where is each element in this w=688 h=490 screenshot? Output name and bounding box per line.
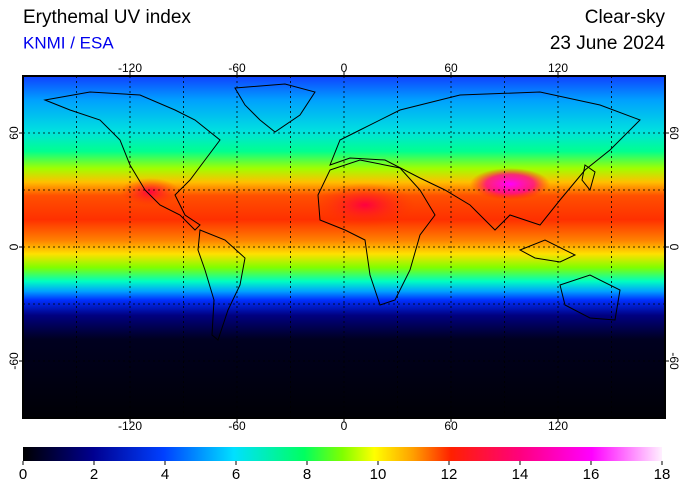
- lon-label: -120: [118, 61, 142, 75]
- lon-label: 60: [444, 61, 458, 75]
- colorbar-label: 2: [90, 466, 98, 483]
- uv-high: [120, 178, 180, 206]
- lat-label: -60: [667, 352, 681, 370]
- uv-high: [315, 183, 415, 227]
- colorbar-label: 12: [441, 466, 458, 483]
- coastlines: [43, 83, 641, 341]
- colorbar: [23, 447, 662, 461]
- lat-label: 60: [667, 126, 681, 140]
- uv-maximum: [470, 168, 550, 200]
- lon-label: 120: [548, 61, 568, 75]
- lon-label: 0: [341, 61, 348, 75]
- date: 23 June 2024: [550, 33, 666, 54]
- lat-label: 0: [7, 243, 21, 250]
- colorbar-label: 14: [512, 466, 529, 483]
- colorbar-label: 18: [654, 466, 671, 483]
- colorbar-label: 8: [303, 466, 311, 483]
- lat-label: 60: [7, 126, 21, 140]
- title: Erythemal UV index: [23, 7, 191, 28]
- lon-label: 60: [444, 419, 458, 433]
- colorbar-label: 10: [370, 466, 387, 483]
- lon-label: 0: [341, 419, 348, 433]
- condition: Clear-sky: [585, 7, 666, 28]
- lon-label: -60: [228, 419, 246, 433]
- lon-label: 120: [548, 419, 568, 433]
- lon-label: -120: [118, 419, 142, 433]
- lat-label: 0: [667, 244, 681, 251]
- colorbar-label: 16: [583, 466, 600, 483]
- colorbar-label: 0: [19, 466, 27, 483]
- colorbar-label: 4: [161, 466, 169, 483]
- colorbar-label: 6: [232, 466, 240, 483]
- lon-label: -60: [228, 61, 246, 75]
- source: KNMI / ESA: [23, 33, 114, 52]
- lat-label: -60: [7, 352, 21, 370]
